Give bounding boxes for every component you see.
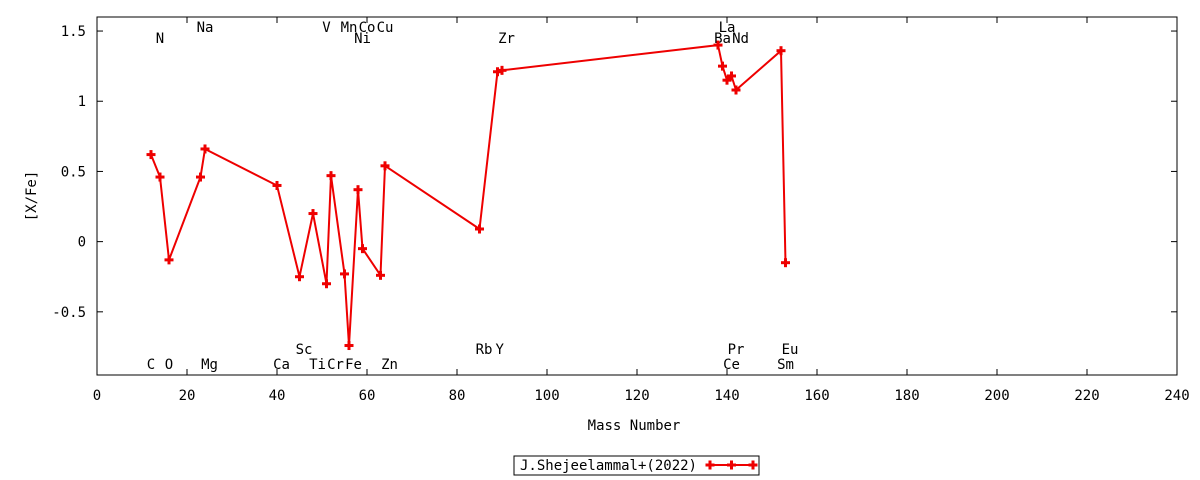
element-label: Pr (728, 342, 745, 358)
data-point (326, 171, 336, 181)
data-point (380, 161, 390, 171)
x-tick-label: 100 (534, 388, 559, 404)
data-point (475, 224, 484, 234)
data-point (776, 46, 786, 56)
y-tick-label: -0.5 (52, 305, 86, 321)
x-tick-label: 120 (624, 388, 649, 404)
element-label: Cu (377, 20, 394, 36)
legend-box (513, 455, 760, 476)
y-tick-label: 0.5 (61, 164, 86, 180)
data-point (322, 279, 331, 289)
element-label: Nd (732, 31, 749, 47)
data-point (781, 258, 790, 268)
data-point (196, 172, 205, 182)
element-label: Sm (777, 357, 794, 373)
data-point (497, 65, 507, 75)
element-label: O (165, 357, 173, 373)
element-label: Mn (341, 20, 358, 36)
data-point (146, 150, 156, 160)
data-point (272, 180, 282, 190)
x-axis-label: Mass Number (588, 418, 681, 434)
legend-marker (748, 460, 758, 470)
element-label: Ti (309, 357, 326, 373)
y-tick-label: 1 (78, 94, 86, 110)
x-tick-label: 160 (804, 388, 829, 404)
element-label: La (719, 20, 736, 36)
x-tick-label: 200 (984, 388, 1009, 404)
x-tick-label: 40 (269, 388, 286, 404)
element-label: Zn (381, 357, 398, 373)
element-label: Mg (201, 357, 218, 373)
x-tick-label: 240 (1164, 388, 1189, 404)
x-tick-label: 220 (1074, 388, 1099, 404)
x-tick-label: 0 (93, 388, 101, 404)
data-point (731, 85, 741, 95)
x-tick-label: 80 (449, 388, 466, 404)
y-axis-label: [X/Fe] (24, 171, 40, 222)
element-label: V (322, 20, 331, 36)
data-point (340, 269, 349, 279)
element-label: Rb (476, 342, 493, 358)
x-tick-label: 60 (359, 388, 376, 404)
x-tick-label: 20 (179, 388, 196, 404)
y-tick-label: 0 (78, 235, 86, 251)
data-point (308, 209, 318, 219)
data-point (200, 144, 210, 154)
legend-label: J.Shejeelammal+(2022) (520, 458, 697, 474)
data-point (376, 270, 385, 280)
element-label: Y (496, 342, 505, 358)
element-label: Cr (327, 357, 344, 373)
data-point (718, 61, 727, 71)
element-label: Na (197, 20, 214, 36)
data-point (164, 255, 174, 265)
element-label: C (147, 357, 155, 373)
series-markers (146, 40, 790, 351)
element-label: Eu (782, 342, 799, 358)
element-label: Co (359, 20, 376, 36)
data-point (353, 185, 363, 195)
element-label: N (156, 31, 164, 47)
legend: J.Shejeelammal+(2022) (513, 455, 760, 476)
y-tick-label: 1.5 (61, 24, 86, 40)
plot-frame (96, 16, 1178, 376)
element-label: Ca (273, 357, 290, 373)
y-tick-labels: -0.5 0 0.5 1 1.5 (52, 24, 86, 321)
data-point (358, 244, 367, 254)
element-label: Fe (345, 357, 362, 373)
data-point (713, 40, 723, 50)
legend-marker (727, 460, 736, 470)
element-label: Ce (723, 357, 740, 373)
data-point (727, 71, 736, 81)
data-point (155, 172, 165, 182)
element-label: Ni (354, 31, 371, 47)
element-label: Sc (296, 342, 313, 358)
axis-ticks (96, 17, 1178, 375)
legend-markers (705, 460, 758, 470)
series-line (150, 44, 787, 346)
data-point (344, 341, 354, 351)
legend-marker (705, 460, 715, 470)
x-tick-label: 140 (714, 388, 739, 404)
x-tick-label: 180 (894, 388, 919, 404)
data-point (295, 272, 304, 282)
x-tick-labels: 0 20 40 60 80 100 120 140 160 180 200 220 240 (93, 388, 1190, 404)
element-label: Zr (498, 31, 515, 47)
